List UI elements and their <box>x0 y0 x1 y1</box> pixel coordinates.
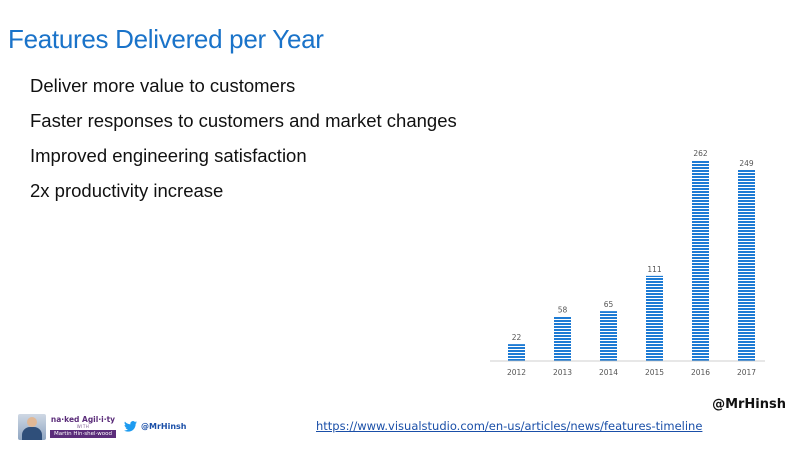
data-label-2012: 22 <box>512 333 522 342</box>
bullet-item: Deliver more value to customers <box>30 75 296 96</box>
source-link[interactable]: https://www.visualstudio.com/en-us/artic… <box>316 419 703 433</box>
bar-2016 <box>692 160 709 361</box>
bar-2015 <box>646 275 663 361</box>
x-tick-2014: 2014 <box>599 368 618 377</box>
data-label-2015: 111 <box>647 265 662 274</box>
data-label-2014: 65 <box>604 300 614 309</box>
slide-title: Features Delivered per Year <box>8 24 324 54</box>
features-bar-chart: 22 2012 58 2013 65 2014 111 2015 262 2016 249 2017 <box>490 149 765 377</box>
bullet-item: 2x productivity increase <box>30 180 224 201</box>
brand-person: Martin Hin·shel·wood <box>50 430 116 438</box>
x-tick-2012: 2012 <box>507 368 526 377</box>
bullet-item: Faster responses to customers and market… <box>30 110 457 131</box>
presenter-photo <box>18 414 46 440</box>
twitter-bird-icon <box>124 421 137 432</box>
bar-2013 <box>554 316 571 361</box>
data-label-2013: 58 <box>558 306 568 315</box>
twitter-link[interactable]: @MrHinsh <box>124 421 187 432</box>
bar-2012 <box>508 344 525 361</box>
data-label-2017: 249 <box>739 159 754 168</box>
bar-2017 <box>738 169 755 361</box>
x-tick-2017: 2017 <box>737 368 756 377</box>
brand-with: WITH <box>76 424 90 429</box>
brand-name: na·ked Agil·i·ty <box>50 415 116 424</box>
x-tick-2013: 2013 <box>553 368 572 377</box>
bullet-item: Improved engineering satisfaction <box>30 145 307 166</box>
x-tick-2015: 2015 <box>645 368 664 377</box>
bar-2014 <box>600 311 617 361</box>
bullet-list: Deliver more value to customers Faster r… <box>30 74 457 214</box>
data-label-2016: 262 <box>693 149 708 158</box>
twitter-handle-label: @MrHinsh <box>712 397 786 412</box>
brand-logo: na·ked Agil·i·ty WITH Martin Hin·shel·wo… <box>50 415 116 438</box>
x-tick-2016: 2016 <box>691 368 710 377</box>
twitter-handle: @MrHinsh <box>141 422 187 431</box>
